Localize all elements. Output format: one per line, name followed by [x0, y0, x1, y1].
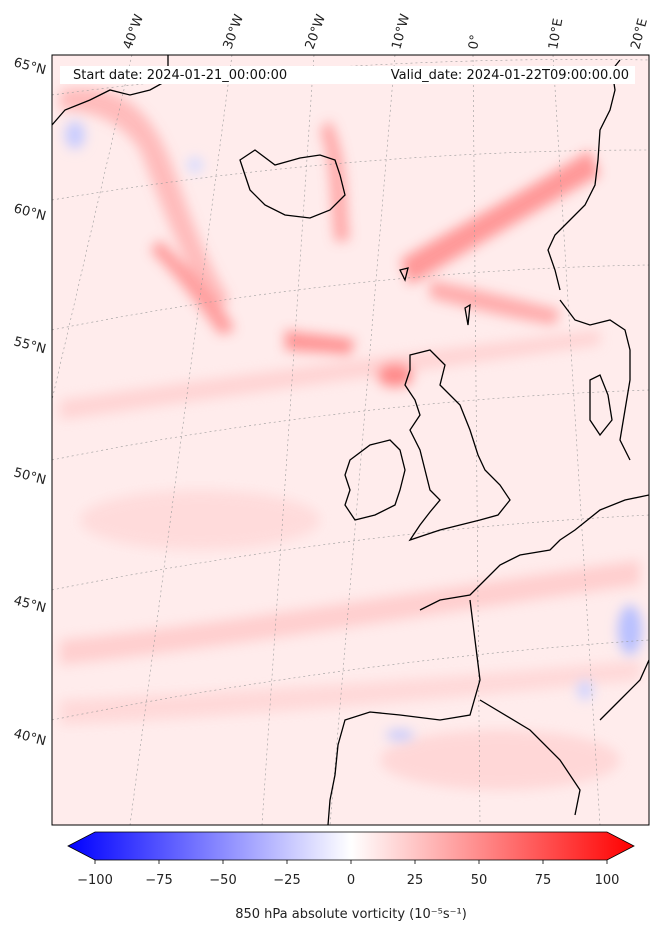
lon-label-30w: 30°W [221, 12, 247, 51]
cb-tick-label: 50 [471, 873, 488, 888]
cb-tick-label: −25 [273, 873, 300, 888]
colorbar: −100 −75 −50 −25 0 25 50 75 100 850 hPa … [67, 831, 635, 922]
header-band [60, 66, 635, 84]
lon-label-40w: 40°W [121, 12, 147, 51]
lon-label-0: 0° [466, 34, 483, 51]
colorbar-tick-labels: −100 −75 −50 −25 0 25 50 75 100 [77, 873, 619, 888]
lat-label-65n: 65°N [12, 55, 48, 78]
norway-coast [547, 59, 621, 291]
lon-label-20w: 20°W [303, 12, 329, 51]
cb-tick-label: −50 [209, 873, 236, 888]
latitude-labels: 65°N 60°N 55°N 50°N 45°N 40°N [12, 55, 48, 749]
denmark-coast [589, 374, 613, 437]
colorbar-label: 850 hPa absolute vorticity (10⁻⁵s⁻¹) [235, 907, 467, 922]
lat-label-40n: 40°N [12, 726, 48, 749]
scotland-england-coast [404, 349, 511, 542]
map-panel: Start date: 2024-01-21_00:00:00 Valid_da… [51, 54, 650, 826]
france-spain-coast [419, 494, 649, 611]
biscay-iberia-coast [327, 599, 481, 825]
lon-label-20e: 20°E [628, 17, 651, 51]
lat-label-45n: 45°N [12, 593, 48, 616]
iceland-coast [239, 149, 346, 219]
cb-tick-label: 25 [407, 873, 424, 888]
mediterranean-coast [479, 699, 581, 816]
cb-tick-label: −75 [145, 873, 172, 888]
lat-label-55n: 55°N [12, 334, 48, 357]
lat-label-50n: 50°N [12, 465, 48, 488]
vorticity-field [60, 88, 640, 790]
lat-label-60n: 60°N [12, 201, 48, 224]
map-frame [51, 54, 650, 826]
lon-label-10w: 10°W [389, 12, 413, 51]
faroe-shetland [399, 267, 471, 326]
colorbar-body [67, 831, 635, 861]
cb-tick-label: 100 [595, 873, 620, 888]
sweden-coast [559, 299, 631, 461]
ireland-coast [344, 439, 406, 521]
lon-label-10e: 10°E [546, 17, 566, 50]
italy-coast [599, 659, 649, 721]
cb-tick-label: 0 [347, 873, 355, 888]
colorbar-ticks [94, 860, 608, 864]
negative-vorticity-spots [65, 121, 642, 740]
start-date-label: Start date: 2024-01-21_00:00:00 [73, 68, 287, 83]
graticule [52, 55, 649, 825]
longitude-labels: 40°W 30°W 20°W 10°W 0° 10°E 20°E [121, 12, 651, 51]
cb-tick-label: −100 [77, 873, 113, 888]
cb-tick-label: 75 [535, 873, 552, 888]
valid-date-label: Valid_date: 2024-01-22T09:00:00.00 [391, 68, 629, 83]
